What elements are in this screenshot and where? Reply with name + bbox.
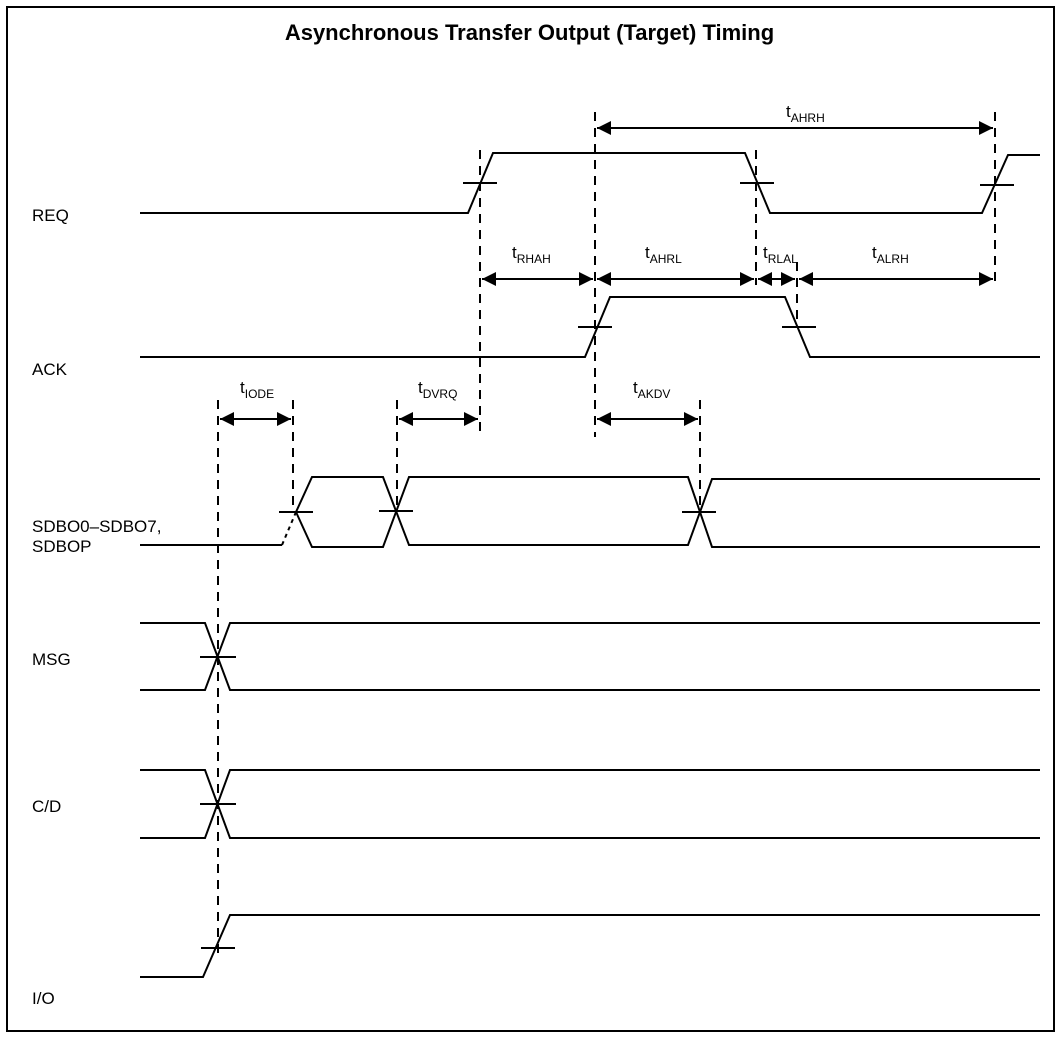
req-waveform bbox=[140, 152, 1040, 214]
diagram-title: Asynchronous Transfer Output (Target) Ti… bbox=[284, 20, 775, 45]
timing-label-ahrh: tAHRH bbox=[786, 102, 825, 125]
timing-label-alrh: tALRH bbox=[872, 243, 909, 266]
io-waveform bbox=[140, 914, 1040, 978]
timing-label-akdv: tAKDV bbox=[633, 378, 670, 401]
signal-label-sdbo-line2: SDBOP bbox=[32, 537, 92, 556]
timing-label-rhah: tRHAH bbox=[512, 243, 551, 266]
cd-bus-upper bbox=[140, 769, 1040, 839]
signal-label-io: I/O bbox=[32, 989, 55, 1008]
signal-label-msg: MSG bbox=[32, 650, 71, 669]
signal-label-sdbo-line1: SDBO0–SDBO7, bbox=[32, 517, 161, 536]
signal-label-req: REQ bbox=[32, 206, 69, 225]
sdbo-bus-upper bbox=[295, 476, 1040, 546]
timing-label-dvrq: tDVRQ bbox=[418, 378, 457, 401]
cd-bus-lower bbox=[140, 769, 1040, 839]
ack-waveform bbox=[140, 296, 1040, 358]
msg-bus-upper bbox=[140, 622, 1040, 691]
msg-bus-lower bbox=[140, 622, 1040, 691]
timing-label-rlal: tRLAL bbox=[763, 243, 798, 266]
signal-label-cd: C/D bbox=[32, 797, 61, 816]
diagram-frame bbox=[6, 6, 1055, 1032]
sdbo-float-dashed bbox=[281, 511, 297, 546]
sdbo-bus-lower bbox=[295, 476, 1040, 548]
timing-label-ahrl: tAHRL bbox=[645, 243, 682, 266]
timing-label-iode: tIODE bbox=[240, 378, 274, 401]
signal-label-ack: ACK bbox=[32, 360, 68, 379]
